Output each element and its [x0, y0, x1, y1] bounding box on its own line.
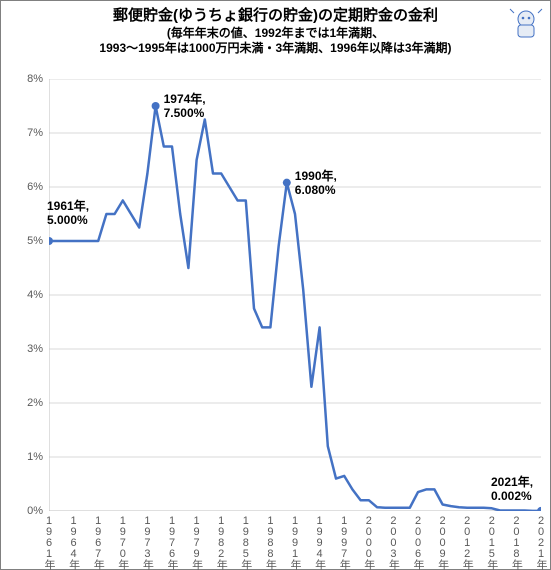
chart-container: 郵便貯金(ゆうちょ銀行の貯金)の定期貯金の金利 (毎年年末の値、1992年までは… [0, 0, 551, 570]
x-tick-label: 1994年 [312, 515, 328, 569]
x-tick-label: 2015年 [484, 515, 500, 569]
x-tick-label: 1970年 [115, 515, 131, 569]
x-tick-label: 1982年 [213, 515, 229, 569]
data-label-line2: 6.080% [295, 183, 336, 197]
chart-title: 郵便貯金(ゆうちょ銀行の貯金)の定期貯金の金利 (毎年年末の値、1992年までは… [1, 7, 550, 56]
y-tick-label: 3% [1, 343, 43, 355]
title-main: 郵便貯金(ゆうちょ銀行の貯金)の定期貯金の金利 [1, 7, 550, 26]
y-tick-label: 8% [1, 73, 43, 85]
x-tick-label: 2000年 [361, 515, 377, 569]
data-label-line1: 1961年, [47, 199, 89, 213]
data-label: 1990年,6.080% [295, 169, 337, 198]
y-tick-label: 2% [1, 397, 43, 409]
title-sub-2: 1993～1995年は1000万円未満・3年満期、1996年以降は3年満期) [1, 41, 550, 56]
x-tick-label: 2012年 [459, 515, 475, 569]
x-tick-label: 2009年 [435, 515, 451, 569]
x-tick-label: 1976年 [164, 515, 180, 569]
y-tick-label: 6% [1, 181, 43, 193]
y-tick-label: 0% [1, 505, 43, 517]
x-tick-label: 1967年 [90, 515, 106, 569]
x-tick-label: 2021年 [533, 515, 549, 569]
title-sub-1: (毎年年末の値、1992年までは1年満期、 [1, 26, 550, 41]
y-tick-label: 7% [1, 127, 43, 139]
data-label: 2021年,0.002% [491, 475, 533, 504]
x-tick-label: 1961年 [41, 515, 57, 569]
x-tick-label: 1985年 [238, 515, 254, 569]
data-label: 1974年,7.500% [164, 92, 206, 121]
plot-area [49, 79, 541, 511]
y-tick-label: 4% [1, 289, 43, 301]
y-tick-label: 5% [1, 235, 43, 247]
y-tick-label: 1% [1, 451, 43, 463]
x-tick-label: 1988年 [262, 515, 278, 569]
x-tick-label: 1991年 [287, 515, 303, 569]
data-label-line1: 1990年, [295, 169, 337, 183]
data-label-line2: 7.500% [164, 106, 205, 120]
data-label: 1961年,5.000% [47, 199, 89, 228]
x-tick-label: 1997年 [336, 515, 352, 569]
x-tick-label: 1973年 [139, 515, 155, 569]
data-label-line2: 0.002% [491, 489, 532, 503]
x-tick-label: 2003年 [385, 515, 401, 569]
x-tick-label: 2006年 [410, 515, 426, 569]
data-label-line2: 5.000% [47, 213, 88, 227]
data-label-line1: 1974年, [164, 92, 206, 106]
x-tick-label: 1964年 [66, 515, 82, 569]
data-label-line1: 2021年, [491, 475, 533, 489]
x-tick-label: 2018年 [508, 515, 524, 569]
x-tick-label: 1979年 [189, 515, 205, 569]
